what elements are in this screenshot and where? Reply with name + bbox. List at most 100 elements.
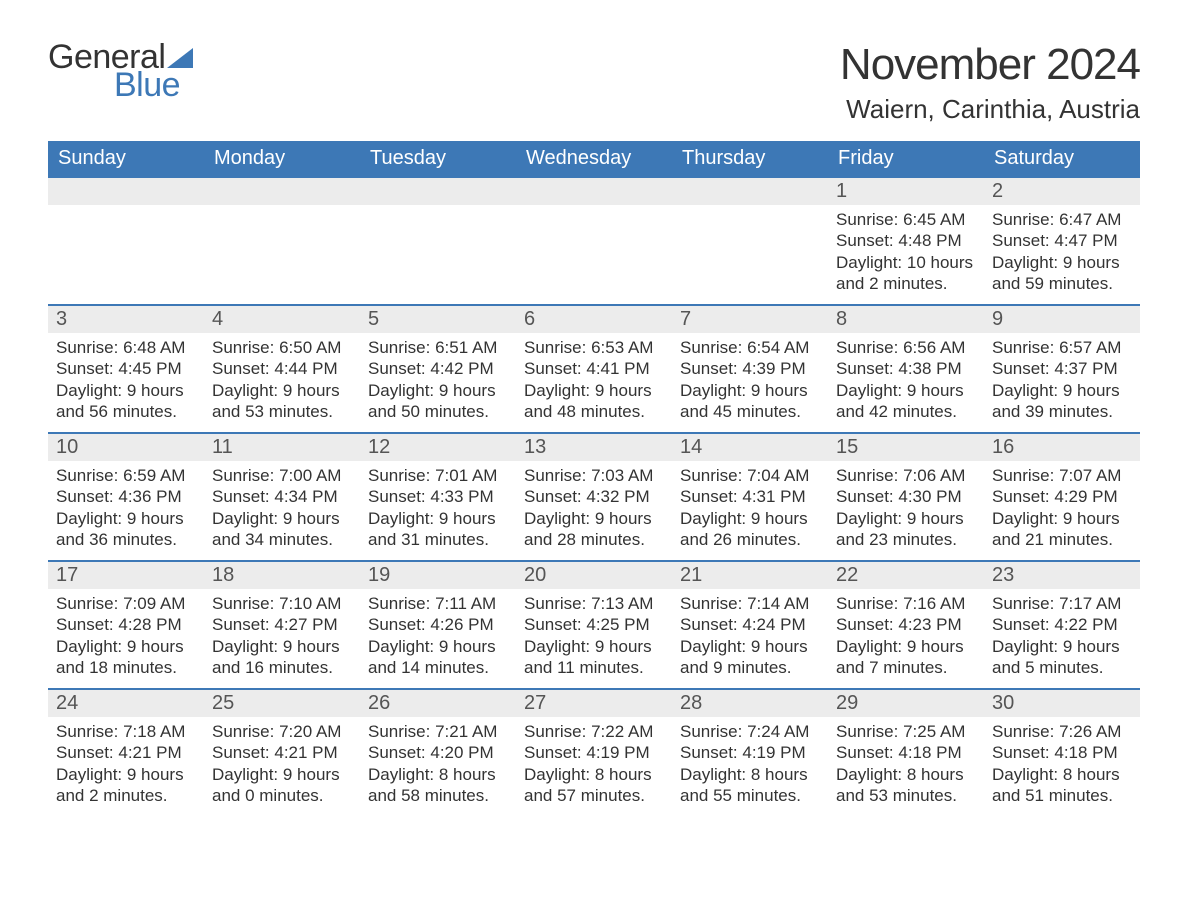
sunrise-line: Sunrise: 7:07 AM (992, 465, 1132, 486)
sunrise-line: Sunrise: 7:22 AM (524, 721, 664, 742)
daylight-line: Daylight: 9 hours and 45 minutes. (680, 380, 820, 423)
sunrise-line: Sunrise: 7:18 AM (56, 721, 196, 742)
day-number: 10 (48, 434, 204, 461)
daylight-line: Daylight: 8 hours and 57 minutes. (524, 764, 664, 807)
day-cell (48, 177, 204, 305)
sunrise-line: Sunrise: 7:06 AM (836, 465, 976, 486)
day-body: Sunrise: 6:53 AMSunset: 4:41 PMDaylight:… (516, 333, 672, 430)
sunset-line: Sunset: 4:30 PM (836, 486, 976, 507)
calendar-table: SundayMondayTuesdayWednesdayThursdayFrid… (48, 141, 1140, 817)
location-subtitle: Waiern, Carinthia, Austria (840, 94, 1140, 125)
sunset-line: Sunset: 4:48 PM (836, 230, 976, 251)
day-number: 29 (828, 690, 984, 717)
day-body: Sunrise: 7:20 AMSunset: 4:21 PMDaylight:… (204, 717, 360, 814)
day-body: Sunrise: 7:07 AMSunset: 4:29 PMDaylight:… (984, 461, 1140, 558)
day-body: Sunrise: 7:16 AMSunset: 4:23 PMDaylight:… (828, 589, 984, 686)
sunrise-line: Sunrise: 6:57 AM (992, 337, 1132, 358)
day-cell: 16Sunrise: 7:07 AMSunset: 4:29 PMDayligh… (984, 433, 1140, 561)
daylight-line: Daylight: 8 hours and 58 minutes. (368, 764, 508, 807)
sunrise-line: Sunrise: 7:21 AM (368, 721, 508, 742)
day-body (516, 205, 672, 217)
daylight-line: Daylight: 9 hours and 16 minutes. (212, 636, 352, 679)
sunrise-line: Sunrise: 7:25 AM (836, 721, 976, 742)
day-number: 5 (360, 306, 516, 333)
day-number: 11 (204, 434, 360, 461)
day-number: 2 (984, 178, 1140, 205)
weekday-header: Thursday (672, 141, 828, 177)
day-cell: 9Sunrise: 6:57 AMSunset: 4:37 PMDaylight… (984, 305, 1140, 433)
daylight-line: Daylight: 9 hours and 42 minutes. (836, 380, 976, 423)
day-cell: 28Sunrise: 7:24 AMSunset: 4:19 PMDayligh… (672, 689, 828, 817)
sunrise-line: Sunrise: 6:56 AM (836, 337, 976, 358)
sunrise-line: Sunrise: 7:00 AM (212, 465, 352, 486)
sunrise-line: Sunrise: 7:09 AM (56, 593, 196, 614)
day-body: Sunrise: 7:21 AMSunset: 4:20 PMDaylight:… (360, 717, 516, 814)
daylight-line: Daylight: 9 hours and 56 minutes. (56, 380, 196, 423)
day-number: 24 (48, 690, 204, 717)
calendar-body: 1Sunrise: 6:45 AMSunset: 4:48 PMDaylight… (48, 177, 1140, 817)
sunrise-line: Sunrise: 6:45 AM (836, 209, 976, 230)
day-body: Sunrise: 7:11 AMSunset: 4:26 PMDaylight:… (360, 589, 516, 686)
day-cell: 12Sunrise: 7:01 AMSunset: 4:33 PMDayligh… (360, 433, 516, 561)
day-cell (516, 177, 672, 305)
sunset-line: Sunset: 4:19 PM (680, 742, 820, 763)
day-number: 19 (360, 562, 516, 589)
day-body: Sunrise: 6:59 AMSunset: 4:36 PMDaylight:… (48, 461, 204, 558)
sunrise-line: Sunrise: 6:47 AM (992, 209, 1132, 230)
weekday-header: Tuesday (360, 141, 516, 177)
sunset-line: Sunset: 4:21 PM (212, 742, 352, 763)
day-cell: 19Sunrise: 7:11 AMSunset: 4:26 PMDayligh… (360, 561, 516, 689)
day-number: 6 (516, 306, 672, 333)
daylight-line: Daylight: 9 hours and 18 minutes. (56, 636, 196, 679)
day-body: Sunrise: 7:03 AMSunset: 4:32 PMDaylight:… (516, 461, 672, 558)
day-number: 16 (984, 434, 1140, 461)
day-number: 3 (48, 306, 204, 333)
week-row: 3Sunrise: 6:48 AMSunset: 4:45 PMDaylight… (48, 305, 1140, 433)
day-number (48, 178, 204, 205)
sunrise-line: Sunrise: 6:53 AM (524, 337, 664, 358)
day-body: Sunrise: 7:06 AMSunset: 4:30 PMDaylight:… (828, 461, 984, 558)
day-body: Sunrise: 7:25 AMSunset: 4:18 PMDaylight:… (828, 717, 984, 814)
sunset-line: Sunset: 4:22 PM (992, 614, 1132, 635)
daylight-line: Daylight: 8 hours and 53 minutes. (836, 764, 976, 807)
daylight-line: Daylight: 9 hours and 23 minutes. (836, 508, 976, 551)
sunset-line: Sunset: 4:42 PM (368, 358, 508, 379)
day-cell: 30Sunrise: 7:26 AMSunset: 4:18 PMDayligh… (984, 689, 1140, 817)
sunrise-line: Sunrise: 7:14 AM (680, 593, 820, 614)
sunset-line: Sunset: 4:41 PM (524, 358, 664, 379)
day-body: Sunrise: 7:09 AMSunset: 4:28 PMDaylight:… (48, 589, 204, 686)
sunrise-line: Sunrise: 7:11 AM (368, 593, 508, 614)
week-row: 10Sunrise: 6:59 AMSunset: 4:36 PMDayligh… (48, 433, 1140, 561)
sunrise-line: Sunrise: 7:20 AM (212, 721, 352, 742)
day-body: Sunrise: 7:04 AMSunset: 4:31 PMDaylight:… (672, 461, 828, 558)
day-cell: 26Sunrise: 7:21 AMSunset: 4:20 PMDayligh… (360, 689, 516, 817)
sunset-line: Sunset: 4:38 PM (836, 358, 976, 379)
sunrise-line: Sunrise: 7:24 AM (680, 721, 820, 742)
day-cell: 20Sunrise: 7:13 AMSunset: 4:25 PMDayligh… (516, 561, 672, 689)
day-cell: 3Sunrise: 6:48 AMSunset: 4:45 PMDaylight… (48, 305, 204, 433)
sunrise-line: Sunrise: 7:13 AM (524, 593, 664, 614)
sunrise-line: Sunrise: 6:48 AM (56, 337, 196, 358)
sunset-line: Sunset: 4:47 PM (992, 230, 1132, 251)
day-number: 30 (984, 690, 1140, 717)
sunset-line: Sunset: 4:18 PM (992, 742, 1132, 763)
sunrise-line: Sunrise: 7:10 AM (212, 593, 352, 614)
daylight-line: Daylight: 9 hours and 5 minutes. (992, 636, 1132, 679)
day-cell (360, 177, 516, 305)
day-body: Sunrise: 7:18 AMSunset: 4:21 PMDaylight:… (48, 717, 204, 814)
sunrise-line: Sunrise: 7:01 AM (368, 465, 508, 486)
day-number: 26 (360, 690, 516, 717)
day-body: Sunrise: 7:14 AMSunset: 4:24 PMDaylight:… (672, 589, 828, 686)
daylight-line: Daylight: 10 hours and 2 minutes. (836, 252, 976, 295)
daylight-line: Daylight: 9 hours and 11 minutes. (524, 636, 664, 679)
day-number: 8 (828, 306, 984, 333)
day-body: Sunrise: 6:56 AMSunset: 4:38 PMDaylight:… (828, 333, 984, 430)
day-body: Sunrise: 7:26 AMSunset: 4:18 PMDaylight:… (984, 717, 1140, 814)
sail-icon (167, 48, 193, 68)
sunset-line: Sunset: 4:21 PM (56, 742, 196, 763)
day-body: Sunrise: 6:48 AMSunset: 4:45 PMDaylight:… (48, 333, 204, 430)
daylight-line: Daylight: 9 hours and 34 minutes. (212, 508, 352, 551)
day-number: 17 (48, 562, 204, 589)
sunset-line: Sunset: 4:26 PM (368, 614, 508, 635)
daylight-line: Daylight: 9 hours and 21 minutes. (992, 508, 1132, 551)
